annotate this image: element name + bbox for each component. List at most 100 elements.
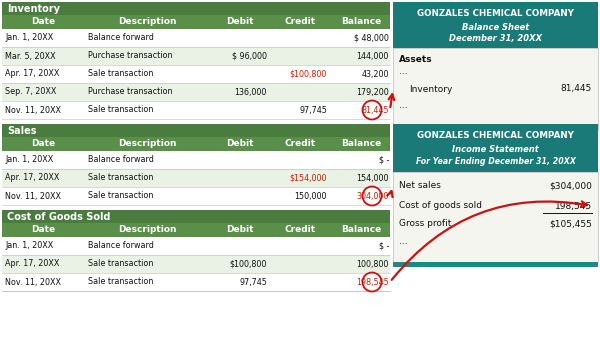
Bar (2, 65, 390, 83)
Text: Mar. 5, 20XX: Mar. 5, 20XX (5, 51, 56, 60)
Text: $100,800: $100,800 (230, 260, 267, 268)
Text: 198,545: 198,545 (356, 277, 389, 287)
Text: 154,000: 154,000 (356, 174, 389, 182)
Bar (393, 262, 598, 267)
Text: Sale transaction: Sale transaction (88, 277, 154, 287)
Text: Sales: Sales (7, 126, 37, 136)
Text: Inventory: Inventory (409, 85, 452, 94)
Bar (2, 15, 390, 29)
Text: $154,000: $154,000 (290, 174, 327, 182)
Text: 304,000: 304,000 (356, 191, 389, 201)
Text: Balance forward: Balance forward (88, 34, 154, 42)
Text: Balance forward: Balance forward (88, 241, 154, 251)
Bar (393, 2, 598, 48)
Bar (2, 124, 390, 137)
Text: 100,800: 100,800 (356, 260, 389, 268)
Text: Debit: Debit (226, 17, 254, 26)
Text: Date: Date (31, 140, 56, 149)
Text: Jan. 1, 20XX: Jan. 1, 20XX (5, 34, 53, 42)
Text: Purchase transaction: Purchase transaction (88, 87, 173, 96)
Text: Credit: Credit (284, 140, 316, 149)
Text: For Year Ending December 31, 20XX: For Year Ending December 31, 20XX (415, 157, 575, 166)
Text: Assets: Assets (399, 55, 433, 64)
Bar (2, 83, 390, 101)
Bar (393, 48, 598, 130)
Text: 136,000: 136,000 (235, 87, 267, 96)
Bar (2, 101, 390, 119)
Bar (2, 273, 390, 291)
Text: Nov. 11, 20XX: Nov. 11, 20XX (5, 277, 61, 287)
Bar (2, 210, 390, 223)
Bar (393, 130, 598, 135)
Text: Cost of goods sold: Cost of goods sold (399, 201, 482, 211)
Text: Inventory: Inventory (7, 4, 60, 14)
Text: Balance: Balance (341, 226, 381, 235)
Text: 81,445: 81,445 (561, 85, 592, 94)
Text: Balance Sheet: Balance Sheet (462, 22, 529, 31)
Text: Description: Description (118, 140, 177, 149)
Text: $ -: $ - (379, 241, 389, 251)
Bar (2, 223, 390, 237)
Text: Balance: Balance (341, 17, 381, 26)
Text: Jan. 1, 20XX: Jan. 1, 20XX (5, 156, 53, 165)
Text: Sale transaction: Sale transaction (88, 191, 154, 201)
Text: 179,200: 179,200 (356, 87, 389, 96)
Text: 97,745: 97,745 (299, 106, 327, 115)
Text: 150,000: 150,000 (295, 191, 327, 201)
Text: Nov. 11, 20XX: Nov. 11, 20XX (5, 106, 61, 115)
Text: Apr. 17, 20XX: Apr. 17, 20XX (5, 70, 59, 79)
Text: GONZALES CHEMICAL COMPANY: GONZALES CHEMICAL COMPANY (417, 10, 574, 19)
Text: Sale transaction: Sale transaction (88, 106, 154, 115)
Text: Balance forward: Balance forward (88, 156, 154, 165)
Text: $ -: $ - (379, 156, 389, 165)
Text: 144,000: 144,000 (356, 51, 389, 60)
Text: 97,745: 97,745 (239, 277, 267, 287)
Text: ...: ... (399, 101, 407, 111)
Text: $105,455: $105,455 (549, 220, 592, 228)
Text: 81,445: 81,445 (361, 106, 389, 115)
Text: Sale transaction: Sale transaction (88, 70, 154, 79)
Text: Net sales: Net sales (399, 181, 441, 191)
Text: Sale transaction: Sale transaction (88, 260, 154, 268)
Text: Debit: Debit (226, 140, 254, 149)
Text: $304,000: $304,000 (549, 181, 592, 191)
Bar (2, 2, 390, 15)
Text: Balance: Balance (341, 140, 381, 149)
Bar (2, 187, 390, 205)
Text: Income Statement: Income Statement (452, 145, 539, 154)
Text: GONZALES CHEMICAL COMPANY: GONZALES CHEMICAL COMPANY (417, 131, 574, 141)
Text: $100,800: $100,800 (290, 70, 327, 79)
Text: Date: Date (31, 226, 56, 235)
Bar (393, 172, 598, 262)
Text: 43,200: 43,200 (361, 70, 389, 79)
Text: Description: Description (118, 226, 177, 235)
Bar (2, 169, 390, 187)
Text: $ 48,000: $ 48,000 (354, 34, 389, 42)
Bar (2, 29, 390, 47)
Bar (393, 124, 598, 172)
Text: Gross profit: Gross profit (399, 220, 451, 228)
Text: Nov. 11, 20XX: Nov. 11, 20XX (5, 191, 61, 201)
Text: Jan. 1, 20XX: Jan. 1, 20XX (5, 241, 53, 251)
Text: Date: Date (31, 17, 56, 26)
Text: $ 96,000: $ 96,000 (232, 51, 267, 60)
Text: Purchase transaction: Purchase transaction (88, 51, 173, 60)
Text: ...: ... (399, 237, 407, 246)
Text: Credit: Credit (284, 226, 316, 235)
Text: ...: ... (399, 67, 407, 76)
Text: Debit: Debit (226, 226, 254, 235)
Text: Description: Description (118, 17, 177, 26)
Text: Apr. 17, 20XX: Apr. 17, 20XX (5, 174, 59, 182)
Bar (2, 255, 390, 273)
Bar (2, 237, 390, 255)
Text: December 31, 20XX: December 31, 20XX (449, 35, 542, 44)
Text: Sale transaction: Sale transaction (88, 174, 154, 182)
Text: 198,545: 198,545 (555, 201, 592, 211)
Bar (2, 151, 390, 169)
Bar (2, 137, 390, 151)
Bar (2, 47, 390, 65)
Text: Sep. 7, 20XX: Sep. 7, 20XX (5, 87, 56, 96)
Text: Cost of Goods Sold: Cost of Goods Sold (7, 211, 110, 221)
Text: Apr. 17, 20XX: Apr. 17, 20XX (5, 260, 59, 268)
Text: Credit: Credit (284, 17, 316, 26)
